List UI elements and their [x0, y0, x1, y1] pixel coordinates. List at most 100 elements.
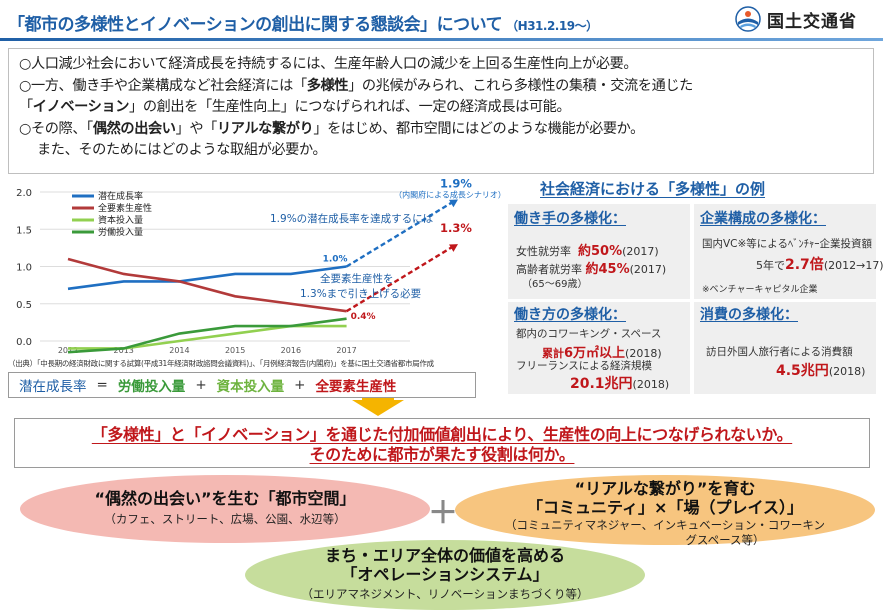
- annotation-potential-target: 1.9%の潜在成長率を達成するには: [270, 212, 433, 225]
- projection-note-0: （内閣府による成長シナリオ）: [394, 189, 505, 199]
- ellipse-community-sub-1: （コミュニティマネジャー、インキュベーション・コワーキン: [504, 518, 826, 532]
- x-tick-label: 2014: [169, 346, 189, 355]
- formula-plus-2: +: [294, 377, 306, 393]
- card-workers-elder: 高齢者就労率 約45%(2017): [516, 262, 667, 277]
- chart-source: （出典）「中長期の経済財政に関する試算(平成31年経済財政諮問会議資料)」、「月…: [8, 359, 434, 368]
- card-workers: 働き手の多様化： 女性就労率 約50%(2017) 高齢者就労率 約45%(20…: [508, 204, 690, 299]
- card-companies-title: 企業構成の多様化：: [700, 211, 826, 227]
- card-workers-title: 働き手の多様化：: [514, 211, 626, 227]
- ellipse-operation-sub: （エリアマネジメント、リノベーションまちづくり等）: [301, 587, 589, 601]
- growth-chart: 0.0 0.5 1.0 1.5 2.0 2012 2013 2014 2015 2016 2017 1…: [0, 176, 505, 372]
- x-tick-label: 2017: [336, 346, 356, 355]
- series-line-3: [67, 317, 347, 354]
- ellipse-operation-head-2: 「オペレーションシステム」: [341, 565, 549, 584]
- intro-l4e: 」をはじめ、都市空間にはどのような機能が必要か。: [313, 120, 644, 137]
- card-consumption-line1: 訪日外国人旅行者による消費額: [706, 346, 853, 358]
- y-tick-label: 0.5: [16, 300, 32, 311]
- card-work-style-line2: 累計6万㎡以上(2018): [542, 346, 662, 361]
- intro-line-1: ○人口減少社会において経済成長を持続するには、生産年齢人口の減少を上回る生産性向…: [19, 56, 638, 72]
- ellipse-community-head-1: “リアルな繋がり”を育む: [574, 479, 756, 498]
- ministry-logo: 国土交通省: [735, 4, 857, 34]
- intro-box: ○人口減少社会において経済成長を持続するには、生産年齢人口の減少を上回る生産性向…: [8, 48, 874, 174]
- x-tick-label: 2015: [225, 346, 245, 355]
- legend-label-0: 潜在成長率: [98, 190, 143, 202]
- formula-plus-1: +: [195, 377, 207, 393]
- ellipse-community: “リアルな繋がり”を育む 「コミュニティ」×「場（プレイス）」 （コミュニティマ…: [455, 475, 875, 547]
- x-tick-label: 2016: [281, 346, 301, 355]
- ellipse-urban-space-head: “偶然の出会い”を生む「都市空間」: [94, 489, 356, 508]
- projection-arrowhead-0: [449, 199, 458, 208]
- annotation-tfp-line-2: 1.3%まで引き上げる必要: [300, 287, 421, 300]
- card-work-style-line3: フリーランスによる経済規模: [516, 360, 652, 372]
- card-companies-note: ※ベンチャーキャピタル企業: [702, 285, 818, 295]
- legend-label-1: 全要素生産性: [98, 202, 152, 214]
- intro-l2a: ○一方、働き手や企業構成など社会経済には「: [19, 77, 307, 94]
- plus-sign: ＋: [428, 496, 458, 531]
- question-line-1: 「多様性」と「イノベーション」を通じた付加価値創出により、生産性の向上につなげら…: [91, 425, 793, 444]
- projection-value-label-1: 1.3%: [440, 221, 472, 235]
- card-workers-elder-note: （65～69歳）: [522, 279, 588, 290]
- ellipse-community-sub-2: グスペース等）: [685, 533, 765, 547]
- down-arrow-icon: [352, 400, 404, 416]
- ellipse-operation-system: まち・エリア全体の価値を高める 「オペレーションシステム」 （エリアマネジメント…: [245, 540, 645, 610]
- page-title-date: （H31.2.19～）: [506, 19, 598, 33]
- intro-l3b: イノベーション: [32, 99, 130, 115]
- formula-capital: 資本投入量: [216, 379, 285, 395]
- title-rule: [0, 38, 883, 41]
- intro-line-5: また、そのためにはどのような取組が必要か。: [37, 142, 327, 158]
- intro-line-2: ○一方、働き手や企業構成など社会経済には「多様性」の兆候がみられ、これら多様性の…: [19, 76, 863, 98]
- intro-l3a: 「: [19, 99, 33, 115]
- formula-potential: 潜在成長率: [19, 379, 87, 395]
- card-work-style: 働き方の多様化： 都内のコワーキング・スペース 累計6万㎡以上(2018) フリ…: [508, 302, 690, 394]
- ellipse-operation-head-1: まち・エリア全体の価値を高める: [324, 546, 565, 565]
- card-work-style-title: 働き方の多様化：: [514, 307, 626, 323]
- intro-l3c: 」の創出を「生産性向上」につなげられれば、一定の経済成長は可能。: [129, 99, 571, 115]
- projection-value-label-0: 1.9%: [440, 176, 472, 190]
- intro-line-4: ○その際、「偶然の出会い」や「リアルな繋がり」をはじめ、都市空間にはどのような機…: [19, 119, 863, 141]
- card-companies-line1: 国内VC※等によるﾍﾞﾝﾁｬｰ企業投資額: [702, 238, 872, 250]
- card-work-style-line1: 都内のコワーキング・スペース: [516, 328, 662, 340]
- projection-arrowhead-1: [449, 244, 458, 252]
- diversity-title: 社会経済における「多様性」の例: [540, 180, 766, 198]
- x-tick-label: 2012: [58, 346, 78, 355]
- intro-l4b: 偶然の出会い: [92, 120, 176, 137]
- growth-chart-svg: 0.0 0.5 1.0 1.5 2.0 2012 2013 2014 2015 2016 2017 1…: [16, 176, 505, 355]
- intro-l4c: 」や「: [175, 120, 218, 137]
- legend-label-3: 労働投入量: [98, 226, 143, 238]
- point-label-tfp: 0.4%: [351, 312, 376, 322]
- intro-l4d: リアルな繋がり: [216, 120, 314, 137]
- point-label-potential: 1.0%: [323, 255, 348, 265]
- y-tick-label: 1.5: [16, 225, 32, 236]
- x-tick-label: 2013: [114, 346, 134, 355]
- intro-l4a: ○その際、「: [19, 120, 93, 137]
- page-title-text: 「都市の多様性とイノベーションの創出に関する懇談会」について: [8, 15, 503, 35]
- y-tick-label: 1.0: [16, 263, 32, 274]
- ellipse-urban-space: “偶然の出会い”を生む「都市空間」 （カフェ、ストリート、広場、公園、水辺等）: [20, 475, 430, 543]
- header: 「都市の多様性とイノベーションの創出に関する懇談会」について （H31.2.19～…: [0, 0, 883, 44]
- formula-equals: =: [96, 377, 108, 393]
- formula-labor: 労働投入量: [117, 379, 186, 395]
- formula-tfp: 全要素生産性: [315, 379, 397, 395]
- ministry-name: 国土交通省: [767, 11, 857, 32]
- card-companies-line2: 5年で2.7倍(2012→17): [756, 257, 883, 273]
- annotation-tfp-line-1: 全要素生産性を: [320, 272, 394, 285]
- card-work-style-line4: 20.1兆円(2018): [570, 376, 670, 392]
- card-workers-female: 女性就労率 約50%(2017): [516, 244, 659, 259]
- growth-formula: 潜在成長率 = 労働投入量 + 資本投入量 + 全要素生産性: [8, 372, 476, 398]
- projection-line-0: [345, 201, 453, 268]
- series-line-1: [67, 257, 347, 313]
- legend-label-2: 資本投入量: [98, 214, 143, 226]
- intro-l2b: 多様性: [306, 77, 349, 94]
- intro-l2c: 」の兆候がみられ、これら多様性の集積・交流を通じた: [348, 77, 693, 94]
- card-consumption: 消費の多様化： 訪日外国人旅行者による消費額 4.5兆円(2018): [694, 302, 876, 394]
- ellipse-urban-space-sub: （カフェ、ストリート、広場、公園、水辺等）: [104, 512, 346, 526]
- question-line-2: そのために都市が果たす役割は何か。: [309, 445, 575, 464]
- y-tick-label: 2.0: [16, 188, 32, 199]
- page-title: 「都市の多様性とイノベーションの創出に関する懇談会」について （H31.2.19～…: [8, 10, 598, 35]
- question-box: 「多様性」と「イノベーション」を通じた付加価値創出により、生産性の向上につなげら…: [14, 418, 870, 468]
- card-companies: 企業構成の多様化： 国内VC※等によるﾍﾞﾝﾁｬｰ企業投資額 5年で2.7倍(2…: [694, 204, 883, 299]
- ellipse-community-head-2: 「コミュニティ」×「場（プレイス）」: [527, 498, 803, 517]
- series-line-0: [67, 265, 347, 291]
- card-consumption-title: 消費の多様化：: [700, 307, 798, 323]
- intro-line-3: 「イノベーション」の創出を「生産性向上」につなげられれば、一定の経済成長は可能。: [19, 97, 863, 119]
